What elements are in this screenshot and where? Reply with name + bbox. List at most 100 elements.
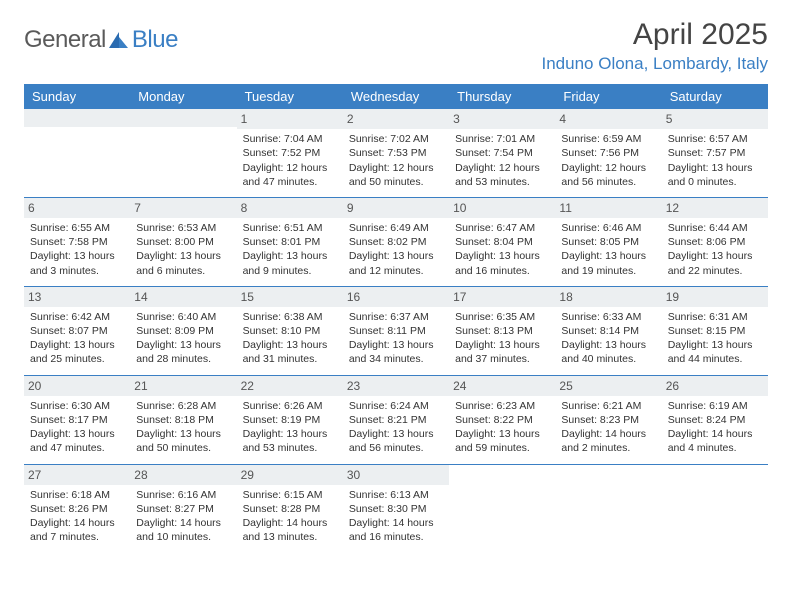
day-number-row [24,109,130,127]
daylight-text: Daylight: 14 hours and 2 minutes. [561,427,655,455]
calendar-day: 14Sunrise: 6:40 AMSunset: 8:09 PMDayligh… [130,286,236,375]
day-number: 10 [453,201,466,215]
calendar-day [555,464,661,552]
sunset-text: Sunset: 8:10 PM [243,324,337,338]
calendar-day: 18Sunrise: 6:33 AMSunset: 8:14 PMDayligh… [555,286,661,375]
day-number: 17 [453,290,466,304]
sunset-text: Sunset: 8:30 PM [349,502,443,516]
day-header: Tuesday [237,84,343,109]
calendar-day: 19Sunrise: 6:31 AMSunset: 8:15 PMDayligh… [662,286,768,375]
day-number: 12 [666,201,679,215]
sunrise-text: Sunrise: 6:33 AM [561,310,655,324]
day-number: 28 [134,468,147,482]
day-number: 14 [134,290,147,304]
sunset-text: Sunset: 8:01 PM [243,235,337,249]
sunrise-text: Sunrise: 6:51 AM [243,221,337,235]
sunset-text: Sunset: 8:06 PM [668,235,762,249]
daylight-text: Daylight: 12 hours and 47 minutes. [243,161,337,189]
sunrise-text: Sunrise: 6:18 AM [30,488,124,502]
daylight-text: Daylight: 13 hours and 16 minutes. [455,249,549,277]
daylight-text: Daylight: 14 hours and 7 minutes. [30,516,124,544]
sunrise-text: Sunrise: 7:04 AM [243,132,337,146]
location: Induno Olona, Lombardy, Italy [542,54,769,74]
calendar-day: 25Sunrise: 6:21 AMSunset: 8:23 PMDayligh… [555,375,661,464]
day-number-row: 20 [24,376,130,396]
daylight-text: Daylight: 13 hours and 50 minutes. [136,427,230,455]
calendar-day: 3Sunrise: 7:01 AMSunset: 7:54 PMDaylight… [449,109,555,197]
day-number: 8 [241,201,248,215]
calendar-day: 12 Sunrise: 6:44 AMSunset: 8:06 PMDayligh… [662,197,768,286]
day-number: 20 [28,379,41,393]
calendar-week: 6Sunrise: 6:55 AMSunset: 7:58 PMDaylight… [24,197,768,286]
calendar-day: 7Sunrise: 6:53 AMSunset: 8:00 PMDaylight… [130,197,236,286]
daylight-text: Daylight: 14 hours and 13 minutes. [243,516,337,544]
calendar-day: 15Sunrise: 6:38 AMSunset: 8:10 PMDayligh… [237,286,343,375]
sunset-text: Sunset: 7:53 PM [349,146,443,160]
calendar-day: 24Sunrise: 6:23 AMSunset: 8:22 PMDayligh… [449,375,555,464]
day-number-row: 19 [662,287,768,307]
daylight-text: Daylight: 12 hours and 50 minutes. [349,161,443,189]
daylight-text: Daylight: 13 hours and 3 minutes. [30,249,124,277]
logo: General Blue [24,26,178,54]
sunrise-text: Sunrise: 6:46 AM [561,221,655,235]
sunset-text: Sunset: 8:14 PM [561,324,655,338]
sunrise-text: Sunrise: 7:02 AM [349,132,443,146]
calendar-day: 17Sunrise: 6:35 AMSunset: 8:13 PMDayligh… [449,286,555,375]
sunset-text: Sunset: 8:04 PM [455,235,549,249]
sunset-text: Sunset: 7:54 PM [455,146,549,160]
day-header: Friday [555,84,661,109]
day-number: 24 [453,379,466,393]
daylight-text: Daylight: 13 hours and 22 minutes. [668,249,762,277]
daylight-text: Daylight: 13 hours and 28 minutes. [136,338,230,366]
sunrise-text: Sunrise: 6:31 AM [668,310,762,324]
sunset-text: Sunset: 8:22 PM [455,413,549,427]
day-number-row: 7 [130,198,236,218]
day-number-row: 5 [662,109,768,129]
sunrise-text: Sunrise: 6:55 AM [30,221,124,235]
day-number: 2 [347,112,354,126]
sunrise-text: Sunrise: 6:13 AM [349,488,443,502]
daylight-text: Daylight: 13 hours and 40 minutes. [561,338,655,366]
daylight-text: Daylight: 13 hours and 53 minutes. [243,427,337,455]
day-number-row: 17 [449,287,555,307]
sunset-text: Sunset: 8:24 PM [668,413,762,427]
calendar-day: 22Sunrise: 6:26 AMSunset: 8:19 PMDayligh… [237,375,343,464]
calendar-day: 21Sunrise: 6:28 AMSunset: 8:18 PMDayligh… [130,375,236,464]
calendar-day: 29Sunrise: 6:15 AMSunset: 8:28 PMDayligh… [237,464,343,552]
sunrise-text: Sunrise: 6:44 AM [668,221,762,235]
calendar-table: SundayMondayTuesdayWednesdayThursdayFrid… [24,84,768,552]
daylight-text: Daylight: 14 hours and 4 minutes. [668,427,762,455]
day-number-row: 27 [24,465,130,485]
day-number-row: 30 [343,465,449,485]
calendar-day: 8Sunrise: 6:51 AMSunset: 8:01 PMDaylight… [237,197,343,286]
sunset-text: Sunset: 8:18 PM [136,413,230,427]
calendar-day: 1Sunrise: 7:04 AMSunset: 7:52 PMDaylight… [237,109,343,197]
sunrise-text: Sunrise: 6:26 AM [243,399,337,413]
sunrise-text: Sunrise: 6:28 AM [136,399,230,413]
calendar-day: 6Sunrise: 6:55 AMSunset: 7:58 PMDaylight… [24,197,130,286]
daylight-text: Daylight: 13 hours and 0 minutes. [668,161,762,189]
day-header: Monday [130,84,236,109]
day-number: 7 [134,201,141,215]
day-number-row: 6 [24,198,130,218]
calendar-week: 20Sunrise: 6:30 AMSunset: 8:17 PMDayligh… [24,375,768,464]
day-header: Wednesday [343,84,449,109]
sunrise-text: Sunrise: 6:30 AM [30,399,124,413]
daylight-text: Daylight: 13 hours and 34 minutes. [349,338,443,366]
sunrise-text: Sunrise: 6:24 AM [349,399,443,413]
sunset-text: Sunset: 8:27 PM [136,502,230,516]
day-number: 29 [241,468,254,482]
daylight-text: Daylight: 13 hours and 37 minutes. [455,338,549,366]
day-header: Saturday [662,84,768,109]
sunrise-text: Sunrise: 6:35 AM [455,310,549,324]
calendar-page: General Blue April 2025 Induno Olona, Lo… [0,0,792,576]
calendar-day: 5Sunrise: 6:57 AMSunset: 7:57 PMDaylight… [662,109,768,197]
calendar-day: 26Sunrise: 6:19 AMSunset: 8:24 PMDayligh… [662,375,768,464]
sunrise-text: Sunrise: 6:19 AM [668,399,762,413]
day-number: 6 [28,201,35,215]
day-number-row: 9 [343,198,449,218]
day-number: 1 [241,112,248,126]
calendar-day: 9Sunrise: 6:49 AMSunset: 8:02 PMDaylight… [343,197,449,286]
day-number: 13 [28,290,41,304]
daylight-text: Daylight: 13 hours and 47 minutes. [30,427,124,455]
